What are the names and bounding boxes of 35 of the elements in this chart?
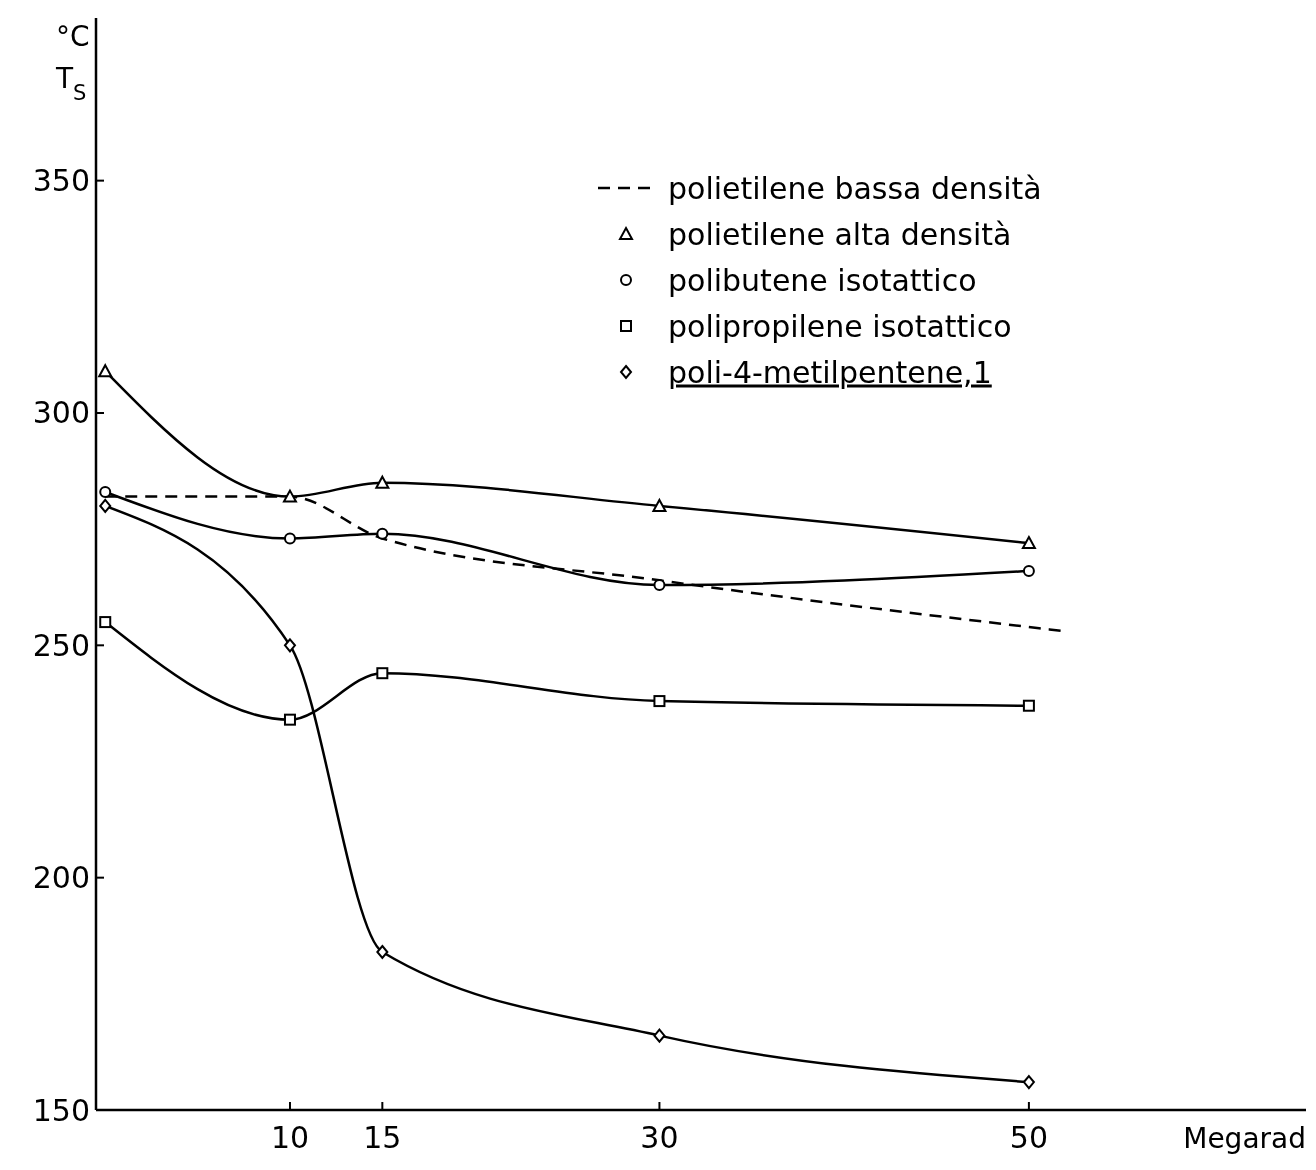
legend-label: poli-4-metilpentene,1 xyxy=(668,354,992,390)
point xyxy=(376,945,389,960)
point xyxy=(1022,564,1035,577)
y-tick-label: 150 xyxy=(32,1092,90,1128)
x-tick-label: 15 xyxy=(363,1120,402,1155)
legend-label: polibutene isotattico xyxy=(668,262,977,298)
y-axis-title: °C T$_{S}$ xyxy=(55,20,90,105)
point xyxy=(1022,1075,1035,1090)
point xyxy=(99,485,112,498)
y-tick-label: 300 xyxy=(32,395,90,431)
point xyxy=(375,475,390,489)
point xyxy=(653,695,666,708)
legend-label: polietilene bassa densità xyxy=(668,170,1042,206)
x-tick-label: 30 xyxy=(640,1120,679,1155)
y-tick-label: 250 xyxy=(32,627,90,663)
legend-label: polipropilene isotattico xyxy=(668,308,1012,344)
point xyxy=(653,1028,666,1043)
point xyxy=(1021,536,1036,550)
y-tick-label: 200 xyxy=(32,860,90,896)
x-axis-title: Megarad xyxy=(1183,1122,1306,1155)
point xyxy=(99,498,112,513)
point xyxy=(653,578,666,591)
point xyxy=(376,667,389,680)
x-tick-label: 50 xyxy=(1009,1120,1048,1155)
x-tick-label: 10 xyxy=(270,1120,310,1155)
point xyxy=(99,616,112,629)
point xyxy=(98,364,113,378)
point xyxy=(283,532,296,545)
point xyxy=(1022,699,1035,712)
legend-label: polietilene alta densità xyxy=(668,216,1012,252)
point xyxy=(283,713,296,726)
y-tick-label: 350 xyxy=(32,163,90,199)
point xyxy=(283,638,296,653)
point xyxy=(652,498,667,512)
point xyxy=(376,527,389,540)
